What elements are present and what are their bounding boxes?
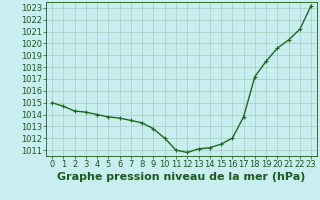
X-axis label: Graphe pression niveau de la mer (hPa): Graphe pression niveau de la mer (hPa) [57,172,306,182]
